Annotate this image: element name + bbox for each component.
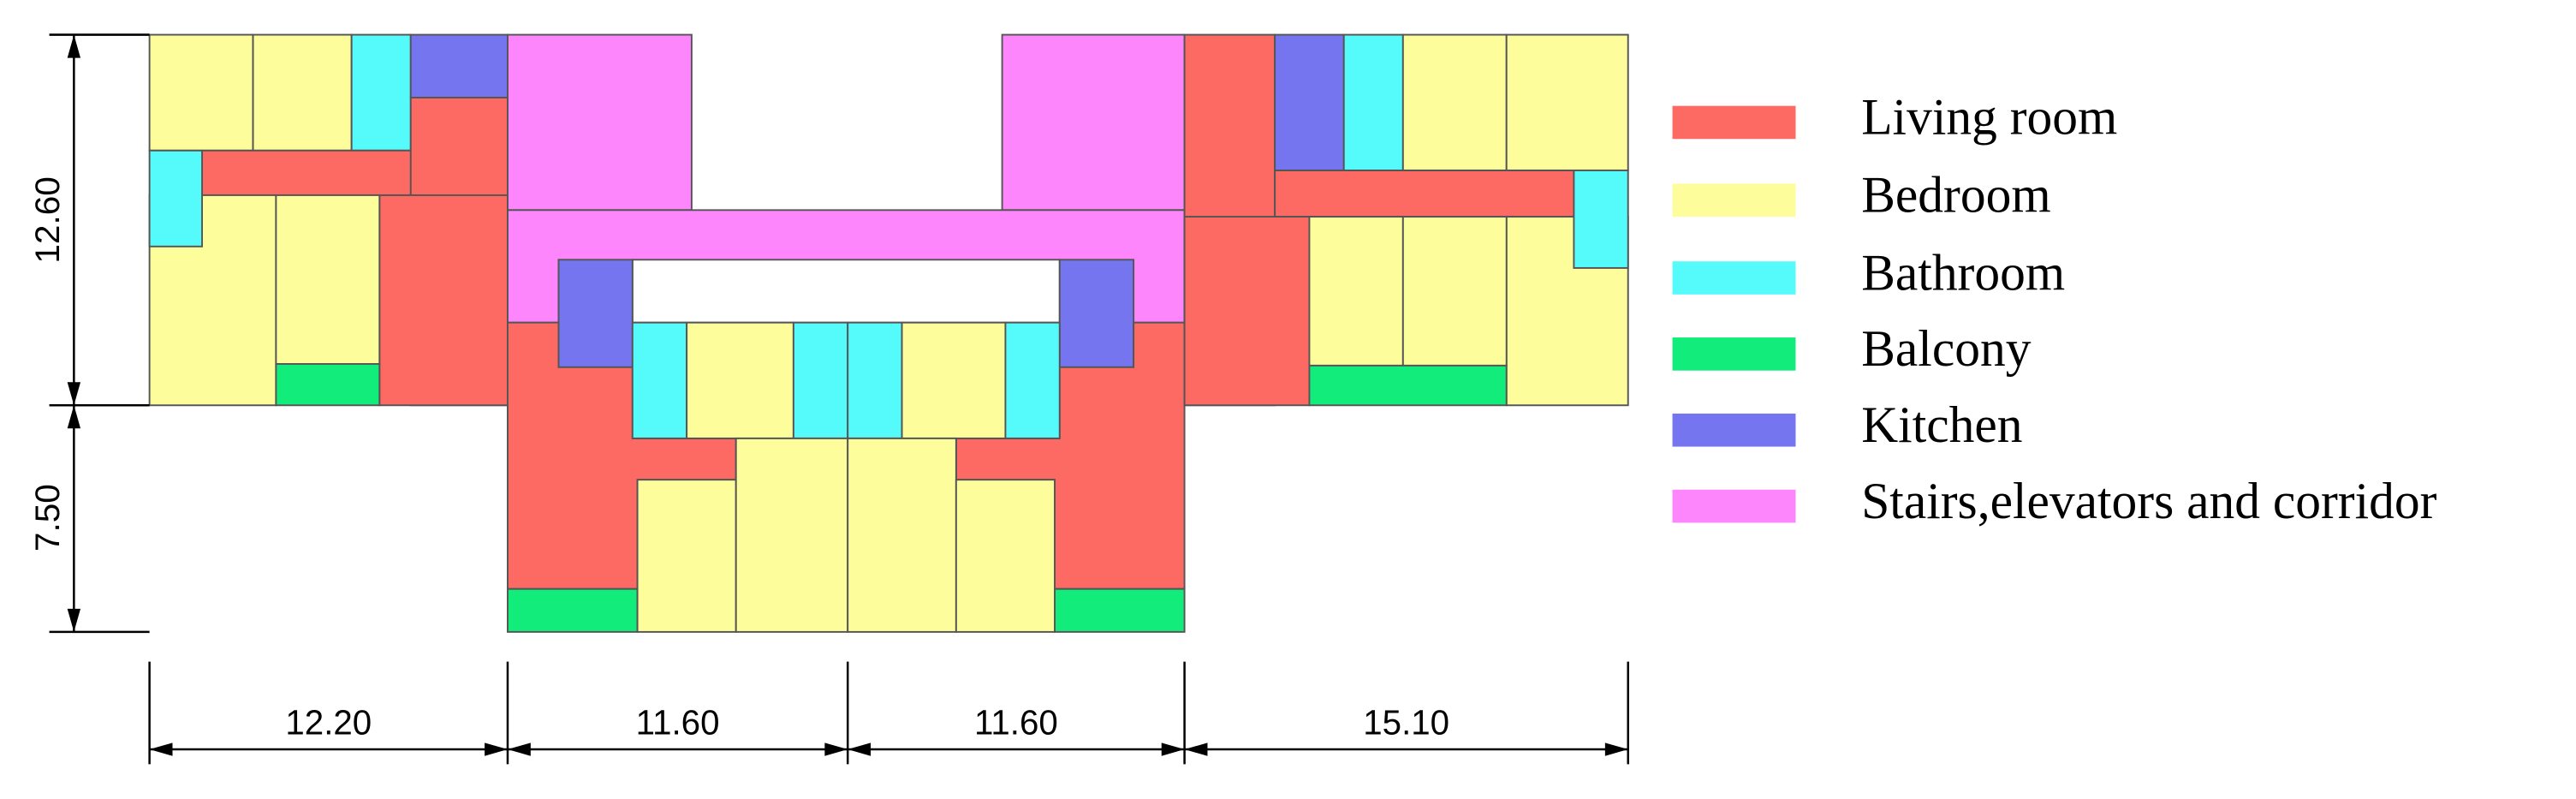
arrow-head bbox=[1161, 742, 1185, 756]
arrow-head bbox=[1184, 742, 1208, 756]
arrow-head bbox=[848, 742, 872, 756]
bedroom bbox=[252, 33, 353, 152]
arrow-head bbox=[67, 382, 81, 406]
balcony bbox=[1054, 587, 1186, 633]
kitchen bbox=[1058, 259, 1135, 368]
bedroom bbox=[275, 194, 381, 365]
legend-swatch bbox=[1672, 105, 1796, 140]
bedroom bbox=[636, 479, 737, 633]
legend-label: Living room bbox=[1861, 89, 2117, 146]
balcony bbox=[1308, 364, 1508, 407]
corridor bbox=[507, 33, 693, 212]
dimension-label: 12.60 bbox=[27, 176, 67, 263]
bedroom bbox=[901, 321, 1007, 439]
dimension-label: 11.60 bbox=[974, 703, 1058, 742]
bedroom bbox=[1308, 216, 1404, 367]
arrow-head bbox=[67, 405, 81, 429]
arrow-head bbox=[149, 742, 173, 756]
bathroom bbox=[847, 321, 903, 439]
arrow-head bbox=[824, 742, 848, 756]
kitchen bbox=[1274, 33, 1345, 171]
legend-swatch bbox=[1672, 413, 1796, 447]
bedroom bbox=[148, 33, 254, 152]
kitchen bbox=[557, 259, 634, 368]
bathroom bbox=[1342, 33, 1404, 171]
bedroom bbox=[686, 321, 794, 439]
legend-label: Bathroom bbox=[1861, 244, 2065, 301]
dimension-label: 15.10 bbox=[1363, 703, 1449, 742]
kitchen bbox=[409, 33, 509, 98]
bathroom bbox=[1573, 169, 1629, 269]
arrow-head bbox=[485, 742, 508, 756]
bathroom bbox=[350, 33, 412, 152]
legend-label: Balcony bbox=[1861, 320, 2031, 377]
bedroom bbox=[735, 437, 849, 633]
corridor bbox=[1001, 33, 1186, 212]
legend-label: Stairs,elevators and corridor bbox=[1861, 473, 2436, 529]
living-room bbox=[378, 194, 509, 407]
courtyard bbox=[631, 259, 1061, 324]
dimension-label: 7.50 bbox=[27, 484, 67, 552]
arrow-head bbox=[1604, 742, 1628, 756]
legend-swatch bbox=[1672, 183, 1796, 218]
legend-swatch bbox=[1672, 489, 1796, 523]
dimension-label: 11.60 bbox=[636, 703, 720, 742]
dimension-label: 12.20 bbox=[285, 703, 372, 742]
arrow-head bbox=[67, 608, 81, 632]
legend-label: Kitchen bbox=[1861, 397, 2022, 453]
living-room bbox=[1274, 169, 1575, 218]
bathroom bbox=[1004, 321, 1061, 439]
bedroom bbox=[1401, 216, 1508, 367]
bedroom bbox=[847, 437, 957, 633]
legend-swatch bbox=[1672, 337, 1796, 371]
living-room bbox=[1183, 216, 1311, 407]
legend-label: Bedroom bbox=[1861, 166, 2050, 223]
bathroom bbox=[148, 149, 203, 247]
arrow-head bbox=[67, 34, 81, 58]
arrow-head bbox=[507, 742, 531, 756]
bedroom bbox=[1401, 33, 1508, 171]
bathroom bbox=[792, 321, 849, 439]
bedroom bbox=[955, 479, 1056, 633]
balcony bbox=[507, 587, 639, 633]
bathroom bbox=[631, 321, 688, 439]
bedroom bbox=[1505, 33, 1629, 171]
balcony bbox=[275, 363, 381, 407]
legend-swatch bbox=[1672, 261, 1796, 295]
